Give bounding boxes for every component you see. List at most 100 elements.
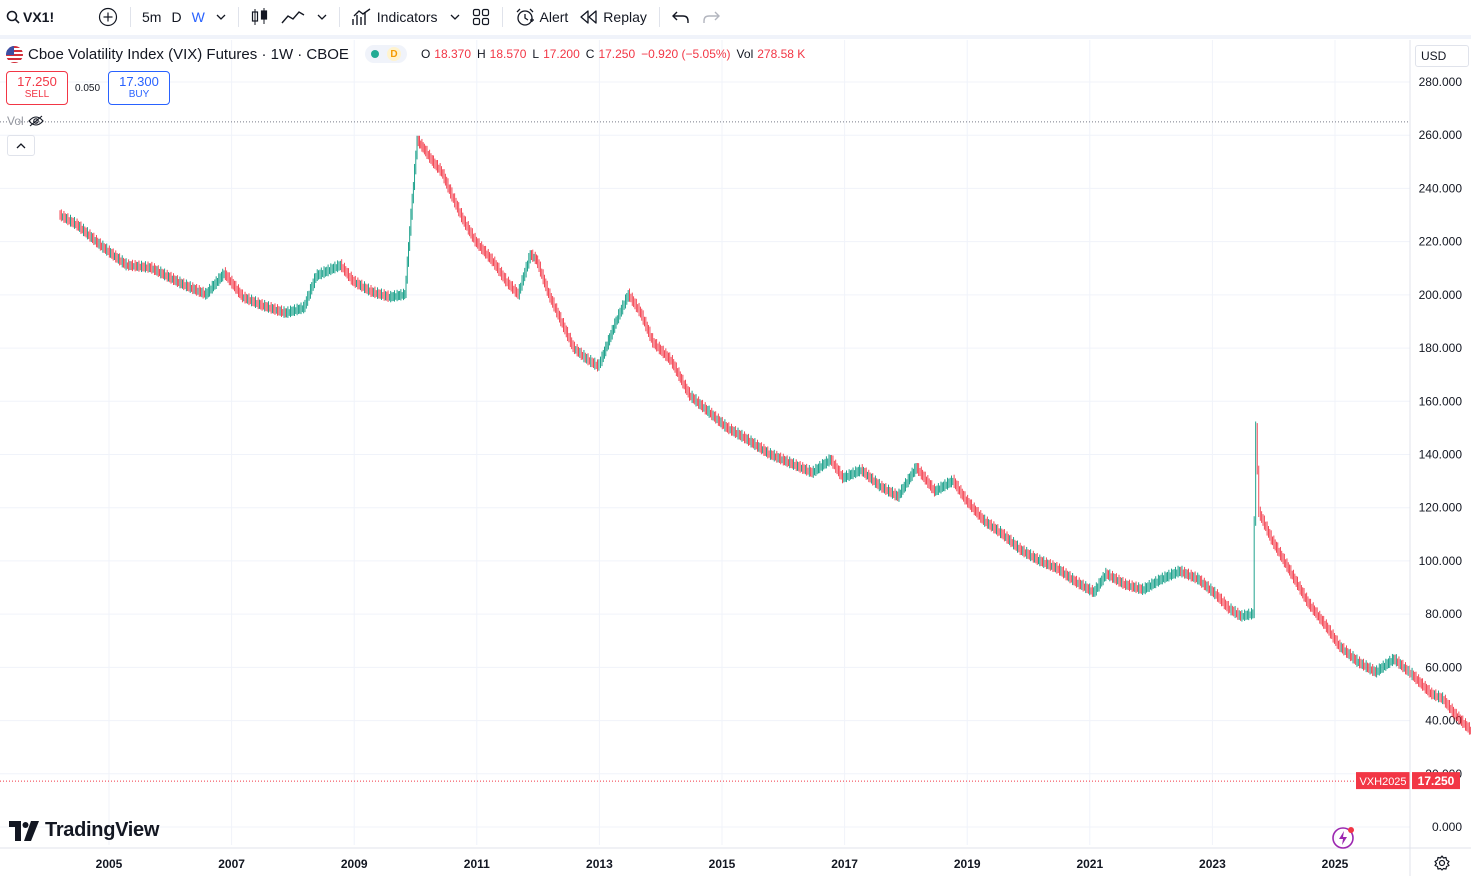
replay-button[interactable]: Replay bbox=[574, 3, 653, 31]
contract-label: VXH2025 bbox=[1359, 776, 1406, 788]
contract-label-box bbox=[1356, 772, 1410, 790]
symbol-search-button[interactable]: VX1! bbox=[0, 3, 92, 31]
price-series bbox=[59, 135, 1471, 735]
x-tick-label: 2017 bbox=[831, 857, 858, 871]
gear-icon bbox=[1434, 855, 1450, 871]
last-price-badge: VXH2025 17.250 bbox=[1356, 772, 1460, 790]
y-tick-label: 60.000 bbox=[1425, 660, 1462, 674]
volume-indicator-label[interactable]: Vol bbox=[7, 114, 44, 128]
x-tick-label: 2019 bbox=[954, 857, 981, 871]
y-tick-label: 120.000 bbox=[1419, 501, 1463, 515]
interval-dropdown-button[interactable] bbox=[210, 3, 232, 31]
tradingview-logo-icon bbox=[9, 820, 39, 841]
chevron-down-icon bbox=[317, 14, 327, 20]
compare-symbol-button[interactable] bbox=[92, 3, 124, 31]
high-key: H bbox=[477, 47, 486, 61]
delayed-data-badge: D bbox=[386, 47, 401, 61]
chart-type-line-button[interactable] bbox=[275, 3, 311, 31]
x-tick-label: 2025 bbox=[1322, 857, 1349, 871]
currency-label: USD bbox=[1421, 49, 1447, 63]
y-tick-label: 240.000 bbox=[1419, 181, 1463, 195]
sell-price: 17.250 bbox=[17, 74, 57, 89]
x-tick-label: 2011 bbox=[464, 857, 490, 871]
layouts-button[interactable] bbox=[466, 3, 496, 31]
interval-d-button[interactable]: D bbox=[171, 9, 182, 25]
us-flag-icon bbox=[6, 45, 23, 63]
symbol-name: VX1! bbox=[23, 9, 55, 25]
sell-button[interactable]: 17.250 SELL bbox=[6, 71, 68, 105]
indicators-dropdown-button[interactable] bbox=[444, 3, 466, 31]
search-icon bbox=[6, 10, 20, 24]
toolbar-separator bbox=[338, 7, 340, 27]
replay-label: Replay bbox=[603, 9, 647, 25]
price-chart[interactable]: 280.000 260.000 240.000 220.000 200.000 180.0… bbox=[0, 40, 1471, 876]
collapse-legend-button[interactable] bbox=[7, 135, 35, 156]
last-price-box bbox=[1412, 772, 1460, 790]
alert-button[interactable]: Alert bbox=[509, 3, 575, 31]
grid-lines bbox=[0, 40, 1410, 845]
close-value: 17.250 bbox=[598, 47, 636, 61]
change-value: −0.920 (−5.05%) bbox=[641, 47, 731, 61]
ohlc-values: O 18.370 H 18.570 L 17.200 C 17.250 −0.920 (… bbox=[421, 47, 807, 61]
plus-circle-icon bbox=[98, 7, 118, 27]
tradingview-logo[interactable]: TradingView bbox=[9, 819, 159, 842]
indicators-button[interactable]: Indicators bbox=[346, 3, 444, 31]
x-tick-label: 2009 bbox=[341, 857, 368, 871]
x-tick-label: 2005 bbox=[96, 857, 123, 871]
y-tick-label: 0.000 bbox=[1432, 820, 1462, 834]
buy-button[interactable]: 17.300 BUY bbox=[108, 71, 170, 105]
eye-off-icon[interactable] bbox=[27, 115, 44, 127]
alarm-clock-icon bbox=[516, 8, 534, 26]
close-key: C bbox=[585, 47, 595, 61]
market-open-dot bbox=[370, 50, 379, 58]
brand-name: TradingView bbox=[45, 819, 160, 841]
redo-button[interactable] bbox=[696, 3, 726, 31]
market-status[interactable]: D bbox=[364, 45, 407, 63]
toolbar-separator bbox=[658, 7, 660, 27]
y-tick-label: 140.000 bbox=[1419, 448, 1463, 462]
y-tick-label: 160.000 bbox=[1419, 394, 1463, 408]
last-price-value: 17.250 bbox=[1418, 774, 1455, 788]
symbol-legend: Cboe Volatility Index (VIX) Futures · 1W… bbox=[6, 45, 807, 63]
low-key: L bbox=[532, 47, 540, 61]
toolbar-separator bbox=[237, 7, 239, 27]
chevron-down-icon bbox=[216, 14, 226, 20]
y-tick-label: 260.000 bbox=[1419, 128, 1463, 142]
x-axis: 2005 2007 2009 2011 2013 2015 2017 2019 2021 2023… bbox=[96, 857, 1349, 871]
low-value: 17.200 bbox=[543, 47, 580, 61]
x-tick-label: 2015 bbox=[709, 857, 736, 871]
chart-settings-button[interactable] bbox=[1434, 855, 1450, 876]
spread-value: 0.050 bbox=[75, 83, 101, 94]
y-tick-label: 40.000 bbox=[1425, 714, 1462, 728]
redo-icon bbox=[703, 11, 720, 23]
open-key: O bbox=[420, 47, 431, 61]
candles-icon bbox=[251, 8, 267, 25]
lightning-icon bbox=[1332, 827, 1354, 849]
y-tick-label: 80.000 bbox=[1425, 607, 1462, 621]
top-toolbar: VX1! 5m D W Indicators Alert Replay bbox=[0, 0, 1471, 34]
chart-type-candles-button[interactable] bbox=[245, 3, 275, 31]
undo-button[interactable] bbox=[666, 3, 696, 31]
volume-value: 278.58 K bbox=[757, 47, 806, 61]
interval-5m-button[interactable]: 5m bbox=[142, 9, 162, 25]
chevron-up-icon bbox=[16, 142, 26, 148]
x-tick-label: 2023 bbox=[1199, 857, 1226, 871]
lightning-button[interactable] bbox=[1332, 826, 1356, 855]
y-axis: 280.000 260.000 240.000 220.000 200.000 180.0… bbox=[1419, 75, 1463, 834]
open-value: 18.370 bbox=[434, 47, 471, 61]
symbol-title[interactable]: Cboe Volatility Index (VIX) Futures · 1W… bbox=[28, 45, 349, 63]
high-value: 18.570 bbox=[489, 47, 527, 61]
x-tick-label: 2021 bbox=[1076, 857, 1103, 871]
currency-selector[interactable]: USD bbox=[1415, 45, 1469, 67]
alert-label: Alert bbox=[539, 9, 569, 25]
buy-label: BUY bbox=[128, 89, 150, 100]
chart-type-dropdown-button[interactable] bbox=[311, 3, 333, 31]
interval-w-button[interactable]: W bbox=[191, 9, 205, 25]
y-tick-label: 220.000 bbox=[1419, 235, 1463, 249]
chevron-down-icon bbox=[450, 14, 459, 20]
y-tick-label: 200.000 bbox=[1419, 288, 1463, 302]
rewind-icon bbox=[580, 10, 597, 24]
toolbar-divider bbox=[0, 35, 1471, 39]
indicators-label: Indicators bbox=[376, 9, 438, 25]
toolbar-separator bbox=[501, 7, 503, 27]
